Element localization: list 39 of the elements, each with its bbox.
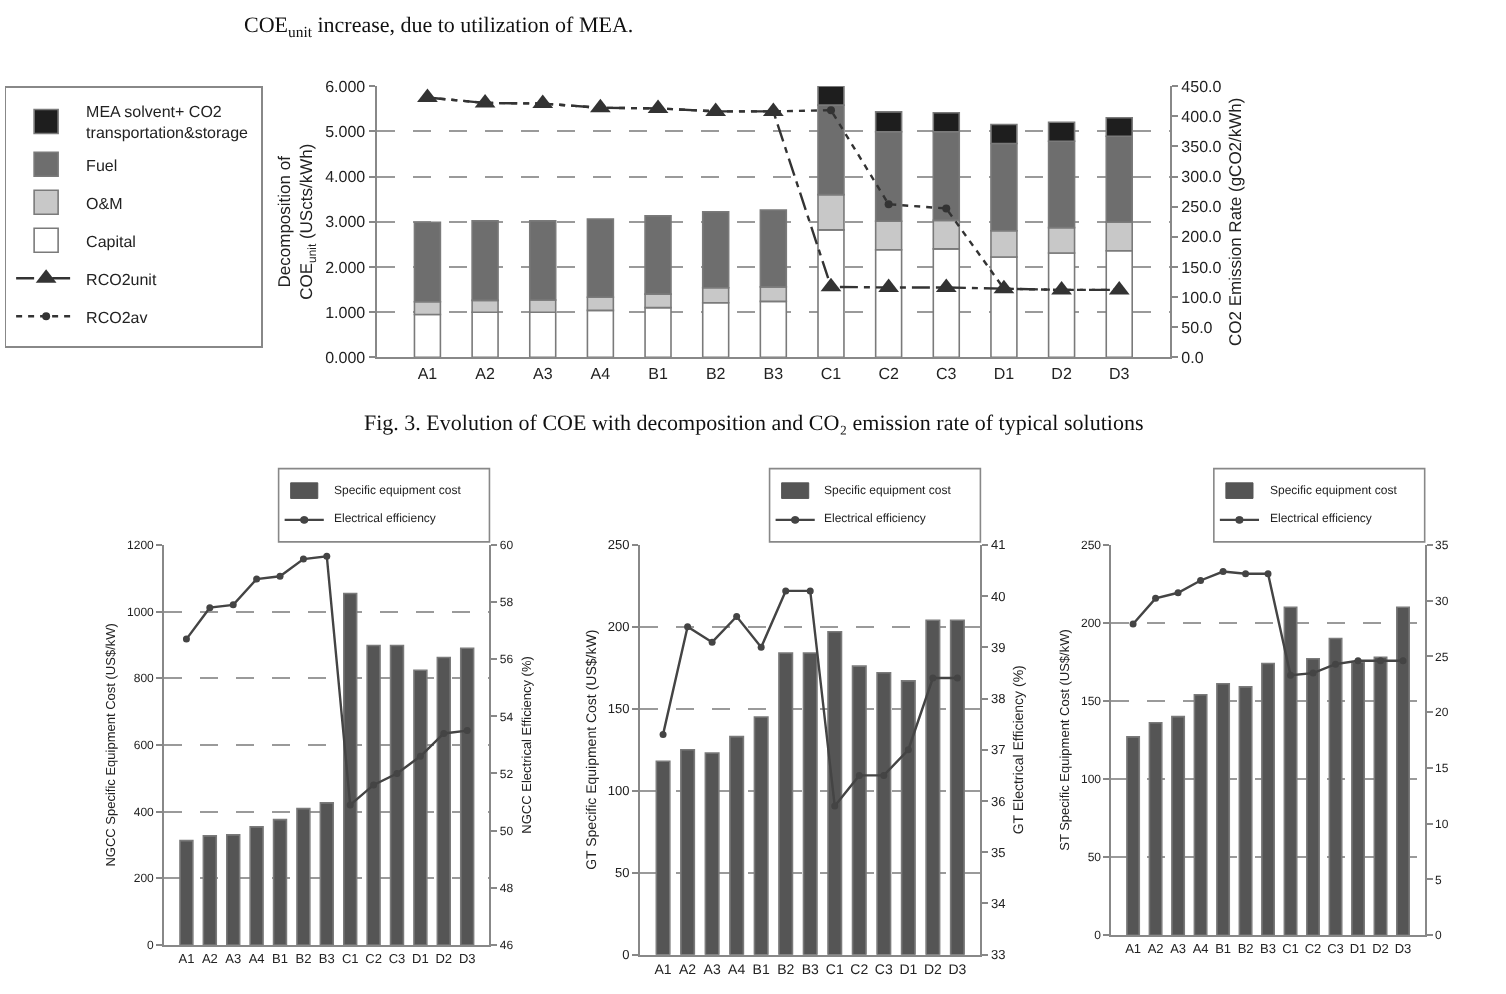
- x-tick-label: C1: [820, 364, 843, 383]
- y-tick-label: 0.000: [325, 349, 367, 367]
- legend-label: MEA solvent+ CO2 transportation&storage: [86, 103, 250, 143]
- y-tick-label: 3.000: [325, 213, 367, 232]
- legend-label: RCO2unit: [86, 270, 158, 289]
- legend-label: RCO2av: [86, 308, 148, 327]
- x-tick-label: B2: [705, 364, 727, 383]
- x-tick-label: A2: [475, 364, 496, 383]
- y2-tick-label: 400.0: [1181, 107, 1223, 126]
- x-tick-label: A4: [590, 364, 612, 383]
- y2-tick-label: 250.0: [1181, 198, 1223, 217]
- x-tick-label: D3: [1108, 364, 1131, 383]
- caption: Fig. 3. Evolution of COE with decomposition and CO₂ emission rate of typical solutions: [364, 412, 1144, 436]
- y-tick-label: 6.000: [325, 77, 367, 96]
- y2-tick-label: 350.0: [1181, 137, 1223, 156]
- y2-tick-label: 200.0: [1181, 228, 1223, 247]
- y2-axis-title: CO2 Emission Rate (gCO2/kWh): [1225, 97, 1246, 346]
- x-tick-label: B1: [648, 364, 669, 383]
- x-tick-label: D1: [993, 364, 1016, 383]
- y2-tick-label: 150.0: [1181, 258, 1223, 277]
- x-tick-label: D2: [1051, 364, 1073, 383]
- y2-tick-label: 300.0: [1181, 168, 1223, 187]
- legend-label: Fuel: [86, 156, 118, 175]
- y2-tick-label: 450.0: [1181, 77, 1223, 96]
- x-tick-label: A3: [532, 364, 554, 383]
- x-tick-label: B3: [763, 364, 785, 383]
- y-tick-label: 1.000: [325, 303, 367, 322]
- legend-label: Capital: [86, 232, 137, 251]
- legend-label: O&M: [86, 194, 124, 213]
- y-tick-label: 4.000: [325, 168, 367, 187]
- y-tick-label: 2.000: [325, 258, 367, 277]
- y-tick-label: 5.000: [325, 122, 367, 141]
- y2-tick-label: 100.0: [1181, 288, 1223, 307]
- y2-tick-label: 0.0: [1181, 349, 1205, 367]
- text: COE$_{unit}$ increase, due to utilization of MEA.: [244, 14, 634, 41]
- x-tick-label: C2: [878, 364, 900, 383]
- x-tick-label: C3: [936, 364, 958, 383]
- x-tick-label: A1: [417, 364, 439, 383]
- y2-tick-label: 50.0: [1181, 318, 1214, 337]
